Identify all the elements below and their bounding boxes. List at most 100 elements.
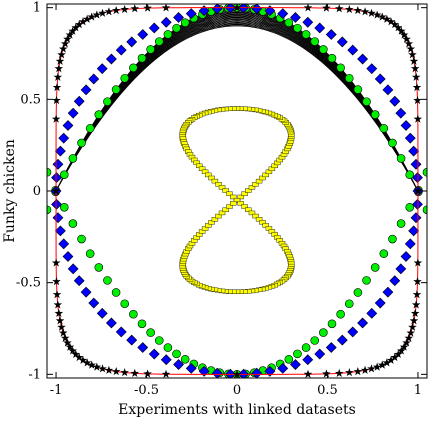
data-point [211, 217, 219, 222]
data-point [422, 167, 427, 177]
data-point [60, 333, 70, 342]
data-point [396, 219, 406, 228]
data-point [397, 346, 406, 355]
data-point [372, 10, 382, 19]
data-point [67, 263, 79, 275]
data-point [52, 277, 61, 286]
data-point [310, 336, 320, 345]
data-point [129, 63, 138, 73]
data-point [98, 8, 107, 17]
data-point [367, 364, 376, 373]
data-point [111, 5, 121, 15]
data-point [408, 50, 417, 59]
x-tick-label: 0 [233, 383, 241, 398]
data-point [367, 8, 376, 17]
data-point [160, 16, 172, 28]
data-point [251, 4, 263, 15]
data-point [68, 219, 78, 228]
data-point [290, 12, 301, 23]
data-point [180, 354, 190, 364]
data-point [78, 355, 88, 364]
data-point [248, 210, 256, 216]
y-tick-label: -1 [28, 367, 41, 382]
data-point [68, 346, 77, 355]
data-point [126, 36, 138, 48]
data-point [379, 124, 389, 133]
data-point [58, 44, 68, 53]
data-point [302, 354, 314, 366]
data-point [218, 210, 226, 216]
data-point [224, 368, 236, 378]
data-point [208, 220, 215, 225]
data-point [143, 4, 152, 12]
data-point [126, 334, 138, 346]
data-point [226, 191, 233, 196]
data-point [51, 114, 61, 123]
data-point [172, 23, 181, 33]
data-point [336, 36, 348, 48]
data-point [53, 72, 63, 81]
data-point [366, 307, 378, 319]
data-point [406, 44, 416, 53]
data-point [413, 186, 423, 195]
data-point [410, 158, 422, 170]
data-point [284, 354, 294, 364]
data-point [47, 205, 52, 215]
series-circle-curve [47, 4, 427, 378]
data-point [65, 342, 75, 351]
data-point [314, 348, 326, 360]
data-point [103, 97, 112, 106]
data-point [55, 56, 65, 65]
data-point [408, 145, 420, 157]
data-point [146, 328, 155, 337]
data-point [180, 18, 190, 28]
data-point [290, 359, 301, 370]
data-point [241, 191, 248, 196]
data-point [173, 12, 184, 23]
data-point [215, 213, 222, 219]
data-point [111, 85, 121, 94]
data-point [161, 369, 171, 378]
data-point [94, 110, 104, 119]
data-point [154, 336, 164, 345]
y-tick-label: 1 [33, 1, 41, 16]
data-point [172, 349, 181, 359]
data-point [382, 14, 392, 23]
data-point [65, 30, 75, 39]
data-point [129, 309, 138, 319]
data-point [57, 322, 66, 331]
data-point [388, 234, 397, 244]
data-point [301, 30, 311, 39]
series-diamond-curve [50, 4, 424, 378]
data-point [85, 249, 95, 258]
data-point [104, 7, 114, 16]
data-point [393, 349, 403, 358]
data-point [345, 368, 354, 377]
data-point [218, 185, 226, 190]
data-point [402, 34, 411, 43]
data-point [344, 299, 354, 309]
data-point [88, 73, 100, 85]
data-point [334, 368, 344, 377]
data-point [412, 290, 422, 299]
data-point [413, 277, 422, 286]
data-point [301, 343, 311, 352]
x-tick-label: 0.5 [317, 383, 338, 398]
data-point [111, 288, 121, 297]
data-point [120, 299, 130, 309]
data-point [347, 44, 359, 56]
y-axis-title: Funky chicken [2, 139, 18, 243]
data-point [120, 73, 130, 83]
data-point [322, 369, 331, 378]
data-point [252, 213, 259, 219]
data-point [238, 368, 250, 378]
data-point [404, 238, 416, 250]
data-point [370, 110, 380, 119]
data-point [410, 308, 420, 318]
data-point [382, 84, 394, 96]
data-point [71, 23, 81, 32]
data-point [105, 317, 117, 329]
data-point [405, 170, 415, 180]
data-point [98, 364, 107, 373]
